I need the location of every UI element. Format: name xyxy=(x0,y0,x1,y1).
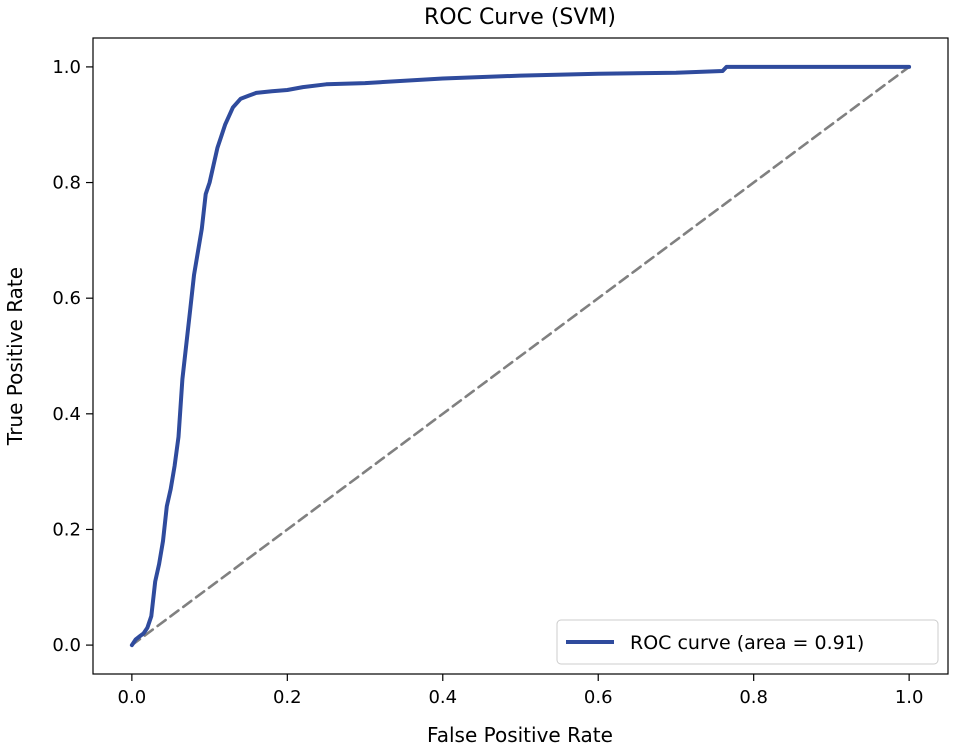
y-tick-label: 0.0 xyxy=(52,635,81,656)
plot-area xyxy=(92,37,949,675)
x-tick-label: 0.0 xyxy=(118,687,147,708)
series-layer xyxy=(129,64,912,648)
legend-label-roc: ROC curve (area = 0.91) xyxy=(630,632,864,654)
x-tick-label: 0.6 xyxy=(584,687,613,708)
y-tick-label: 0.2 xyxy=(52,519,81,540)
x-axis-label: False Positive Rate xyxy=(427,723,613,747)
plot-frame xyxy=(92,37,949,675)
x-tick-label: 0.8 xyxy=(739,687,768,708)
y-axis-label: True Positive Rate xyxy=(3,267,27,446)
y-tick-label: 0.6 xyxy=(52,288,81,309)
y-axis-ticks: 0.0 0.2 0.4 0.6 0.8 1.0 xyxy=(52,57,93,656)
y-tick-label: 1.0 xyxy=(52,57,81,78)
x-tick-label: 0.2 xyxy=(273,687,302,708)
roc-curve-line xyxy=(129,64,912,648)
chart-title: ROC Curve (SVM) xyxy=(424,5,616,30)
y-tick-label: 0.4 xyxy=(52,404,81,425)
legend: ROC curve (area = 0.91) xyxy=(556,619,939,665)
x-tick-label: 0.4 xyxy=(428,687,457,708)
legend-box xyxy=(556,619,939,665)
y-tick-label: 0.8 xyxy=(52,173,81,194)
x-tick-label: 1.0 xyxy=(895,687,924,708)
x-axis-ticks: 0.0 0.2 0.4 0.6 0.8 1.0 xyxy=(118,674,924,708)
chance-diagonal-line xyxy=(130,65,911,647)
